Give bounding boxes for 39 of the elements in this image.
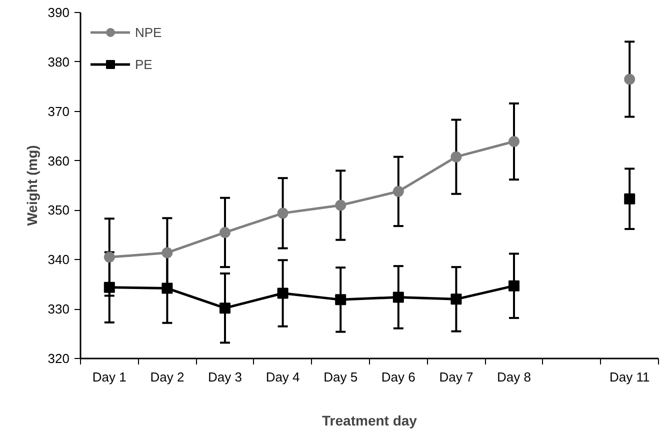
y-tick-label: 340 xyxy=(48,252,70,268)
point xyxy=(450,294,462,305)
legend-label: PE xyxy=(135,56,154,72)
x-tick-label: Day 4 xyxy=(266,370,300,384)
point xyxy=(624,193,636,204)
x-tick-label: Day 11 xyxy=(609,370,650,384)
x-tick-label: Day 6 xyxy=(381,370,416,384)
point xyxy=(162,247,173,258)
point xyxy=(392,292,404,303)
x-tick-label: Day 7 xyxy=(439,370,474,384)
point xyxy=(162,282,173,294)
x-tick-label: Day 2 xyxy=(150,370,184,384)
point xyxy=(624,74,636,85)
y-tick-label: 330 xyxy=(48,302,70,317)
y-tick-label: 370 xyxy=(48,104,70,119)
x-axis-title: Treatment day xyxy=(322,412,418,428)
point xyxy=(508,280,520,292)
point xyxy=(220,226,230,238)
y-tick-label: 380 xyxy=(48,54,70,70)
x-tick-label: Day 5 xyxy=(324,370,358,384)
point xyxy=(392,186,404,197)
point xyxy=(220,302,230,314)
x-tick-label: Day 1 xyxy=(92,370,126,384)
point xyxy=(335,294,346,306)
y-tick-label: 320 xyxy=(48,351,70,366)
y-tick-label: 350 xyxy=(48,202,70,218)
x-tick-label: Day 8 xyxy=(497,370,531,384)
point xyxy=(277,288,288,299)
y-axis-title: Weight (mg) xyxy=(24,145,40,226)
x-tick-label: Day 3 xyxy=(208,370,242,384)
point xyxy=(277,208,288,219)
point xyxy=(335,200,346,211)
y-tick-label: 360 xyxy=(48,153,70,168)
point xyxy=(104,282,115,293)
point xyxy=(508,136,520,147)
legend-label: NPE xyxy=(135,24,162,40)
point xyxy=(450,151,462,162)
y-tick-label: 390 xyxy=(48,5,70,20)
point xyxy=(104,252,115,263)
